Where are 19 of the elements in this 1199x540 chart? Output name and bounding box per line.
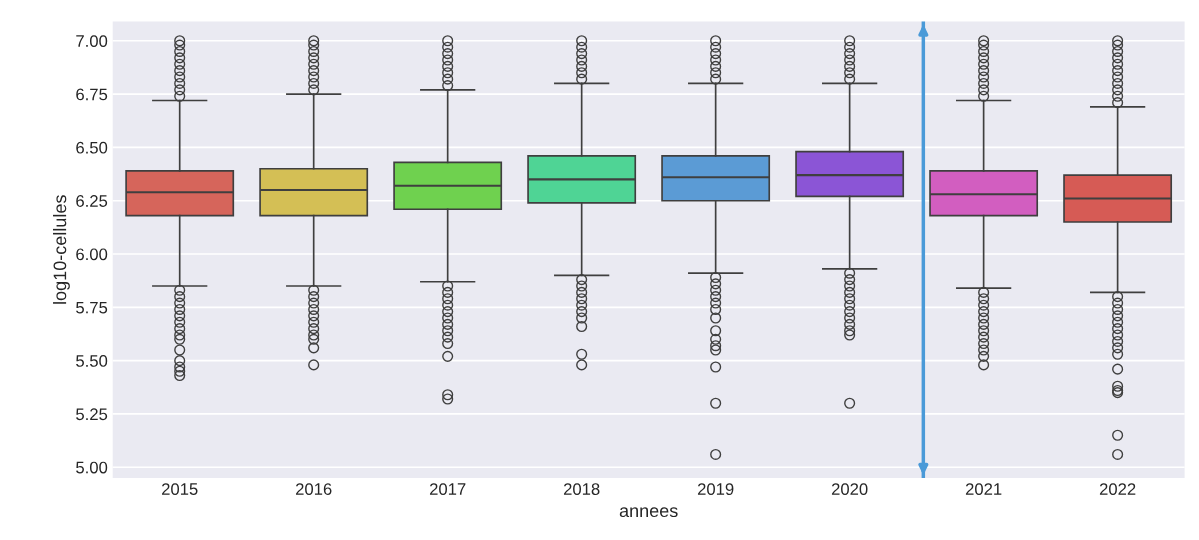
x-tick-label: 2015 [162,483,198,495]
y-tick-label: 6.25 [76,195,108,207]
x-tick-label: 2019 [697,483,734,495]
y-tick-label: 5.25 [76,408,108,421]
x-tick-label: 2016 [295,483,332,495]
x-tick-label: 2017 [429,483,466,495]
y-tick-label: 7.00 [76,35,108,47]
x-tick-label: 2020 [831,483,868,495]
x-tick-label: 2021 [965,483,1002,495]
x-tick-label: 2018 [563,483,600,495]
y-tick-label: 5.00 [76,461,108,474]
y-tick-label: 6.00 [76,248,108,261]
y-tick-label: 5.75 [76,301,108,314]
y-tick-label: 6.50 [76,141,108,154]
y-tick-label: 5.50 [76,355,108,367]
x-axis-title: annees [619,507,678,518]
y-tick-label: 6.75 [76,88,108,101]
x-tick-label: 2022 [1099,483,1136,495]
y-axis-title: log10-cellules [53,195,70,304]
